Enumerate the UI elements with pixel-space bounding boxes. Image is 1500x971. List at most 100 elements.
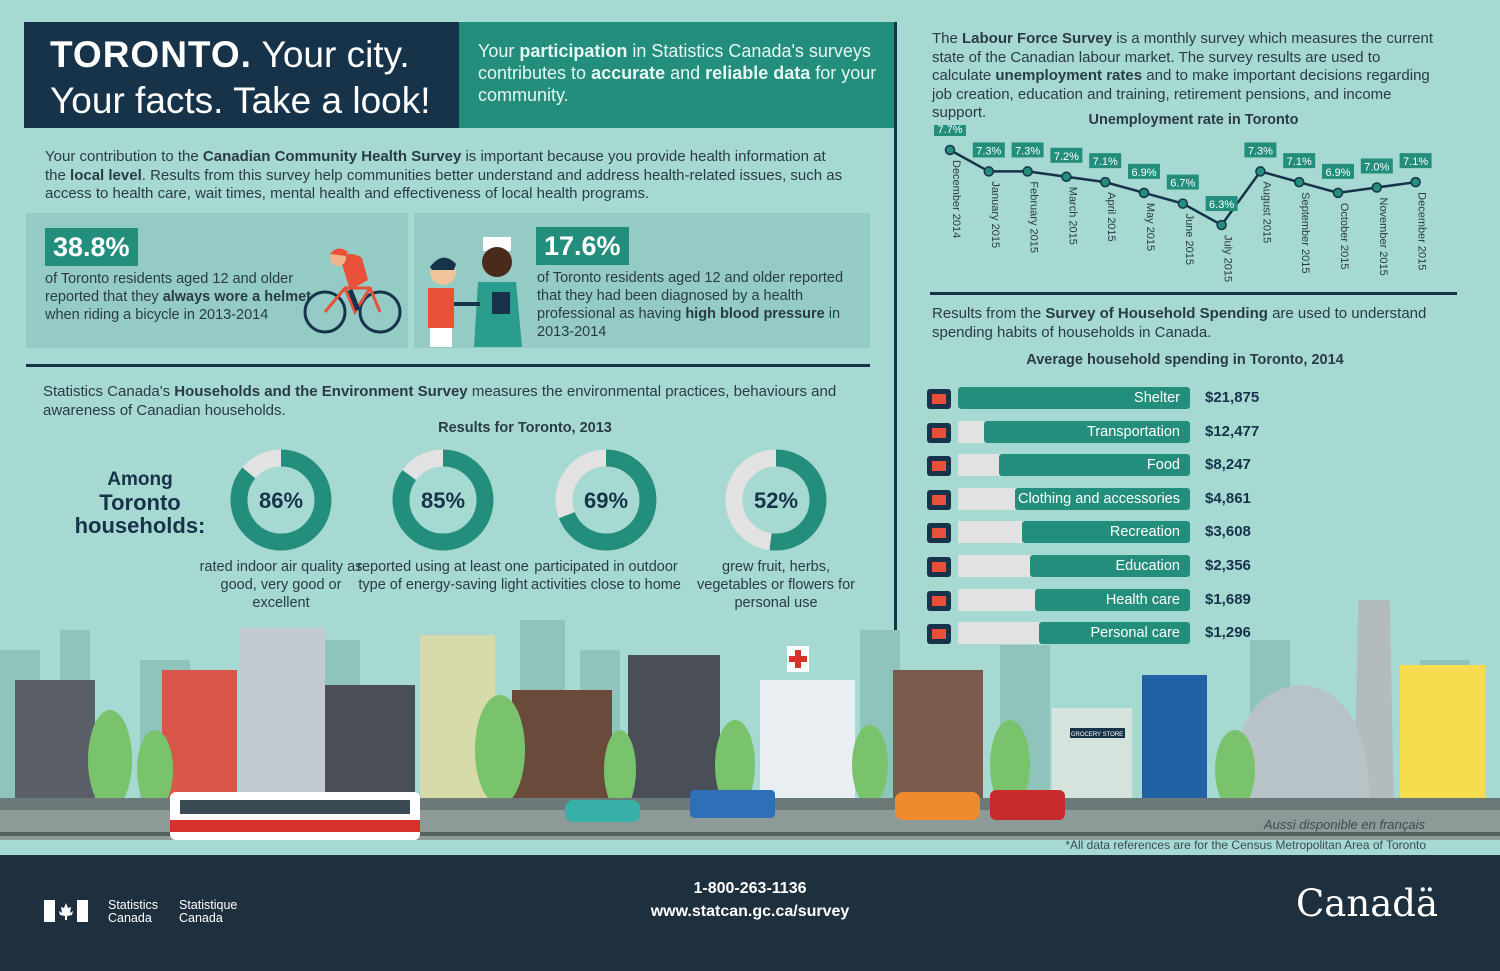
data-label: 6.9% bbox=[1131, 167, 1156, 179]
donut-2: 85% bbox=[392, 449, 494, 551]
phone-number[interactable]: 1-800-263-1136 bbox=[693, 880, 807, 897]
donut-description-4: grew fruit, herbs, vegetables or flowers… bbox=[697, 559, 855, 611]
data-label: 6.7% bbox=[1170, 178, 1195, 190]
spending-amount: $21,875 bbox=[1205, 389, 1260, 406]
data-label-bg bbox=[934, 125, 966, 136]
data-point bbox=[1061, 171, 1072, 183]
toronto-skyline-illustration: GROCERY STORE bbox=[0, 600, 1500, 840]
spending-bar-label: Personal care bbox=[1038, 622, 1190, 645]
hes-results-title: Results for Toronto, 2013 bbox=[438, 420, 612, 436]
donut-3: 69% bbox=[555, 449, 657, 551]
grocery-basket-icon bbox=[924, 450, 954, 480]
data-label: 6.9% bbox=[1325, 167, 1350, 179]
graduation-cap-icon bbox=[924, 551, 954, 581]
spending-amount: $3,608 bbox=[1205, 523, 1251, 541]
x-tick-label: October 2015 bbox=[1338, 203, 1350, 270]
data-point bbox=[1410, 176, 1421, 188]
data-point bbox=[1293, 176, 1305, 188]
blood-pressure-description: of Toronto residents aged 12 and older r… bbox=[537, 270, 844, 340]
data-point bbox=[1332, 187, 1344, 199]
spending-bar-label: Clothing and accessories bbox=[1014, 487, 1190, 510]
helmet-percent: 38.8% bbox=[45, 228, 138, 266]
title-rest: Your city. bbox=[251, 34, 410, 75]
data-point bbox=[1177, 198, 1189, 209]
data-label-bg bbox=[1050, 147, 1083, 163]
canada-wordmark: Canadä bbox=[1296, 882, 1439, 925]
car-icon bbox=[924, 417, 954, 447]
header-title-panel bbox=[24, 22, 459, 128]
footer bbox=[0, 855, 1500, 971]
spending-bar-label: Shelter bbox=[958, 387, 1190, 409]
spending-bar-label: Food bbox=[999, 454, 1190, 477]
shs-description: Results from the Survey of Household Spe… bbox=[932, 305, 1427, 341]
donut-4: 52% bbox=[725, 449, 827, 551]
x-tick-label: September 2015 bbox=[1299, 192, 1311, 273]
title-line2: Your facts. Take a look! bbox=[50, 80, 431, 121]
statistics-canada-en: Statistics Canada bbox=[108, 898, 159, 925]
donut-arc-1 bbox=[230, 449, 332, 551]
data-label-bg bbox=[1205, 196, 1238, 211]
data-label-bg bbox=[1128, 163, 1160, 179]
dress-icon bbox=[924, 484, 954, 514]
data-label-bg bbox=[1089, 153, 1122, 169]
header-subtitle: Your participation in Statistics Canada'… bbox=[478, 41, 877, 105]
data-label: 7.1% bbox=[1287, 156, 1312, 168]
data-label: 7.2% bbox=[1054, 151, 1079, 163]
donut-value-1: 86% bbox=[259, 488, 303, 513]
data-label-bg bbox=[1283, 153, 1316, 169]
page-title: TORONTO. Your city. Your facts. Take a l… bbox=[50, 32, 460, 124]
hes-description: Statistics Canada's Households and the E… bbox=[43, 383, 837, 419]
streetcar bbox=[170, 792, 420, 840]
x-tick-label: March 2015 bbox=[1066, 187, 1078, 245]
spending-bar-label: Education bbox=[1029, 555, 1190, 577]
donut-1: 86% bbox=[230, 449, 332, 551]
donut-description-1: rated indoor air quality as good, very g… bbox=[199, 559, 363, 611]
cyclist-icon bbox=[303, 248, 402, 334]
data-point bbox=[1371, 182, 1383, 193]
spending-bar-label: Health care bbox=[1035, 588, 1190, 611]
data-point bbox=[983, 166, 995, 177]
survey-url-link[interactable]: www.statcan.gc.ca/survey bbox=[650, 903, 850, 920]
doctor-patient-icon bbox=[428, 237, 522, 347]
spending-amount: $2,356 bbox=[1205, 557, 1251, 574]
x-tick-label: July 2015 bbox=[1222, 235, 1234, 282]
spending-amount: $8,247 bbox=[1205, 456, 1251, 474]
data-label-bg bbox=[1360, 158, 1393, 174]
donut-description-3: participated in outdoor activities close… bbox=[531, 559, 681, 593]
x-tick-label: January 2015 bbox=[989, 181, 1001, 248]
data-label-bg bbox=[1011, 142, 1044, 158]
canada-flag-icon bbox=[44, 900, 88, 922]
spending-bar-label: Transportation bbox=[984, 420, 1190, 443]
divider-right bbox=[930, 292, 1457, 295]
x-tick-label: May 2015 bbox=[1144, 203, 1156, 251]
data-point bbox=[1216, 219, 1227, 231]
x-tick-label: December 2015 bbox=[1416, 192, 1428, 270]
donut-value-3: 69% bbox=[584, 488, 628, 513]
x-tick-label: April 2015 bbox=[1105, 192, 1117, 242]
donut-arc-3 bbox=[555, 449, 657, 551]
data-label: 7.3% bbox=[1248, 145, 1273, 157]
data-point bbox=[1022, 166, 1033, 177]
unemployment-line-chart: 7.7% December 2014 7.3% January 2015 7.3% Feb… bbox=[934, 125, 1432, 282]
spending-amount: $12,477 bbox=[1205, 422, 1260, 440]
data-point bbox=[1099, 176, 1111, 188]
french-availability-note: Aussi disponible en français bbox=[1263, 817, 1425, 832]
donut-arc-4 bbox=[725, 449, 827, 551]
donut-arc-2 bbox=[392, 449, 494, 551]
data-label: 6.3% bbox=[1209, 199, 1234, 211]
x-tick-label: August 2015 bbox=[1260, 181, 1272, 243]
divider-vertical bbox=[894, 22, 897, 647]
unemployment-chart-title: Unemployment rate in Toronto bbox=[1088, 112, 1299, 128]
data-label-bg bbox=[1166, 174, 1199, 190]
data-label: 7.3% bbox=[976, 145, 1001, 157]
data-label: 7.1% bbox=[1403, 156, 1428, 168]
spending-amount: $1,689 bbox=[1205, 590, 1251, 608]
data-label: 7.7% bbox=[937, 125, 962, 136]
divider-left bbox=[26, 364, 870, 367]
donut-charts: 86% 85% 69% 52% bbox=[230, 449, 827, 551]
title-city: TORONTO. bbox=[50, 34, 252, 75]
data-point bbox=[1255, 166, 1266, 177]
data-label: 7.3% bbox=[1015, 145, 1040, 157]
donut-value-4: 52% bbox=[754, 488, 798, 513]
data-label-bg bbox=[972, 142, 1005, 158]
